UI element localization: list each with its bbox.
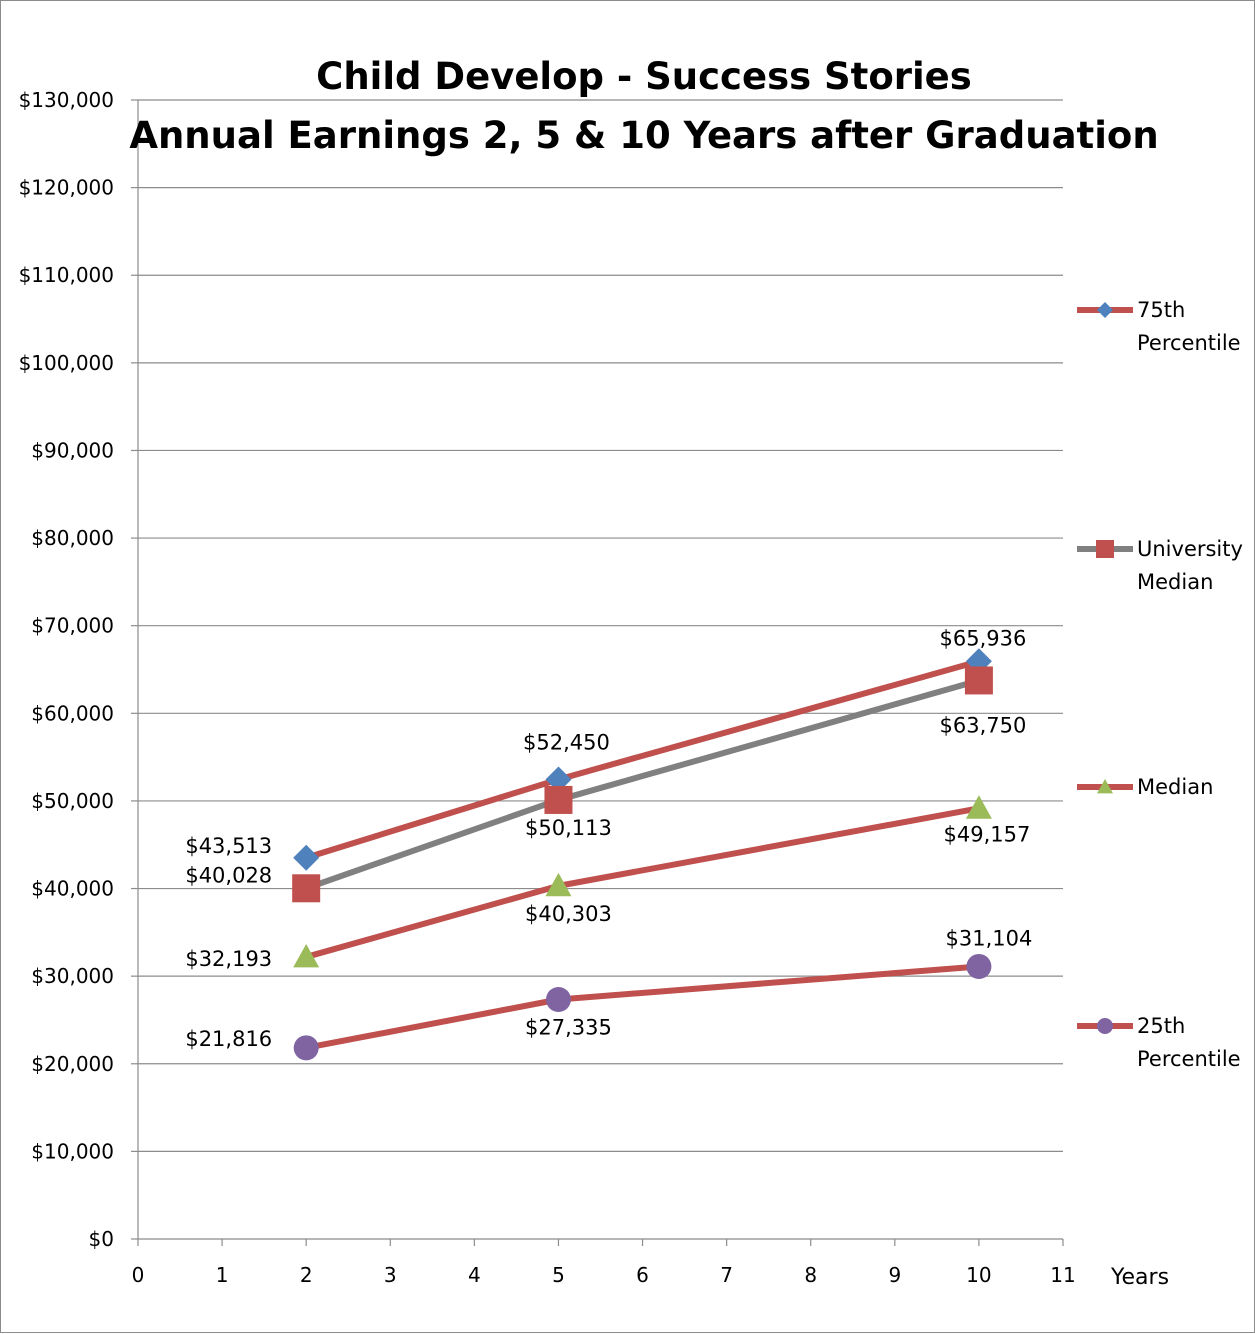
- data-label: $65,936: [939, 626, 1026, 650]
- x-axis-title: Years: [1110, 1265, 1169, 1290]
- data-label: $49,157: [943, 822, 1030, 846]
- data-label: $32,193: [185, 947, 272, 971]
- data-label: $21,816: [185, 1027, 272, 1051]
- x-tick-label: 0: [132, 1263, 145, 1287]
- series-line: [305, 677, 980, 892]
- square-marker: [964, 666, 993, 695]
- data-label: $50,113: [525, 816, 612, 840]
- x-tick-label: 6: [636, 1263, 649, 1287]
- y-tick-label: $70,000: [31, 614, 114, 638]
- data-label: $27,335: [525, 1016, 612, 1040]
- triangle-marker: [965, 795, 992, 819]
- x-tick-label: 11: [1050, 1263, 1075, 1287]
- series-line: [305, 805, 980, 960]
- square-marker: [292, 874, 321, 903]
- legend-label: Percentile: [1137, 331, 1241, 355]
- triangle-marker: [293, 943, 320, 968]
- x-tick-label: 3: [384, 1263, 397, 1287]
- series-layer: [292, 648, 993, 1061]
- legend-label: 75th: [1137, 298, 1185, 322]
- series-line: [305, 963, 980, 1051]
- data-labels: $43,513 $52,450 $65,936 $40,028 $50,113 $63,7…: [185, 626, 1032, 1051]
- legend-label: Percentile: [1137, 1047, 1241, 1071]
- y-tick-label: $40,000: [31, 877, 114, 901]
- x-tick-label: 1: [216, 1263, 229, 1287]
- y-tick-label: $130,000: [19, 88, 114, 112]
- legend-label: Median: [1137, 570, 1213, 594]
- circle-marker: [293, 1035, 319, 1061]
- data-label: $40,303: [525, 902, 612, 926]
- x-tick-label: 7: [720, 1263, 733, 1287]
- y-tick-label: $90,000: [31, 438, 114, 462]
- y-tick-label: $110,000: [19, 263, 114, 287]
- data-label: $31,104: [945, 926, 1032, 950]
- y-tick-label: $0: [89, 1227, 114, 1251]
- x-tick-label: 10: [966, 1263, 991, 1287]
- square-marker: [544, 785, 573, 814]
- diamond-marker: [293, 844, 320, 871]
- diamond-marker: [1097, 302, 1113, 318]
- circle-marker: [1097, 1018, 1113, 1034]
- triangle-marker: [545, 872, 572, 897]
- x-tick-label: 9: [888, 1263, 901, 1287]
- x-tick-label: 5: [552, 1263, 565, 1287]
- x-tick-label: 8: [804, 1263, 817, 1287]
- axes: $0 $10,000 $20,000 $30,000 $40,000 $50,000 $60…: [19, 88, 1076, 1287]
- legend: 75th Percentile University Median Median 25th…: [1077, 298, 1243, 1071]
- chart-subtitle: Annual Earnings 2, 5 & 10 Years after Gr…: [129, 114, 1158, 157]
- x-tick-label: 4: [468, 1263, 481, 1287]
- y-tick-label: $80,000: [31, 526, 114, 550]
- chart-title-group: Child Develop - Success Stories Annual E…: [129, 55, 1158, 157]
- y-tick-label: $60,000: [31, 701, 114, 725]
- x-tick-label: 2: [300, 1263, 313, 1287]
- data-label: $63,750: [939, 713, 1026, 737]
- square-marker: [1096, 540, 1114, 558]
- circle-marker: [545, 987, 571, 1013]
- y-tick-label: $10,000: [31, 1139, 114, 1163]
- circle-marker: [966, 953, 992, 979]
- triangle-marker: [1097, 779, 1113, 794]
- legend-label: Median: [1137, 775, 1213, 799]
- data-label: $40,028: [185, 863, 272, 887]
- y-tick-label: $120,000: [19, 176, 114, 200]
- y-tick-label: $30,000: [31, 964, 114, 988]
- data-label: $43,513: [185, 834, 272, 858]
- data-label: $52,450: [523, 730, 610, 754]
- y-tick-label: $100,000: [19, 351, 114, 375]
- chart-title: Child Develop - Success Stories: [316, 55, 972, 98]
- gridlines: [138, 99, 1063, 1152]
- y-tick-label: $20,000: [31, 1052, 114, 1076]
- legend-label: 25th: [1137, 1014, 1185, 1038]
- legend-label: University: [1137, 537, 1243, 561]
- y-tick-label: $50,000: [31, 789, 114, 813]
